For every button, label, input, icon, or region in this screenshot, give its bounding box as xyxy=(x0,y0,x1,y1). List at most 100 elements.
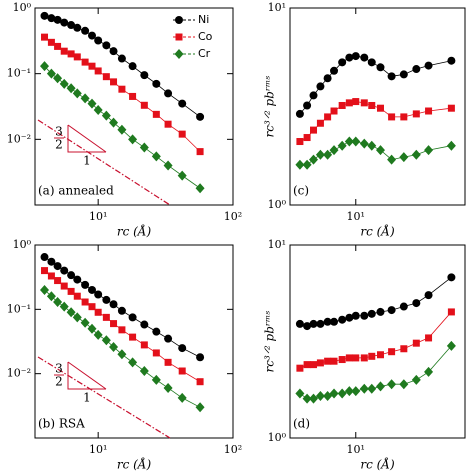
data-point xyxy=(93,329,103,340)
data-point xyxy=(303,134,311,142)
y-axis-label: rc³ᐟ² pbʳᵐˢ xyxy=(263,311,277,373)
data-point xyxy=(399,70,408,79)
data-point xyxy=(309,319,318,328)
data-point xyxy=(295,159,305,170)
data-point xyxy=(152,110,160,118)
data-point xyxy=(352,98,360,106)
slope-denominator: 2 xyxy=(55,375,63,389)
data-point xyxy=(303,101,312,110)
x-axis-label: rc (Å) xyxy=(117,224,152,239)
data-point xyxy=(338,356,346,364)
data-point xyxy=(446,340,456,351)
data-point xyxy=(399,302,408,311)
data-point xyxy=(302,159,312,170)
data-point xyxy=(110,78,118,86)
panel-label: (d) xyxy=(293,417,310,431)
data-point xyxy=(60,47,68,55)
data-point xyxy=(117,54,126,63)
data-point xyxy=(54,277,62,285)
data-point xyxy=(368,101,376,109)
data-point xyxy=(411,374,421,385)
data-point xyxy=(316,119,324,127)
plot-frame xyxy=(289,7,466,206)
slope-run: 1 xyxy=(83,391,91,405)
x-axis-label: rc (Å) xyxy=(117,457,152,472)
y-tick-label: 10⁻¹ xyxy=(7,302,31,315)
y-tick-label: 10⁰ xyxy=(13,238,32,251)
data-point xyxy=(337,388,347,399)
data-point xyxy=(94,36,103,45)
data-point xyxy=(178,99,187,108)
x-tick-label: 10¹ xyxy=(347,443,365,456)
data-point xyxy=(296,138,304,146)
data-point xyxy=(196,148,204,156)
data-point xyxy=(424,291,433,300)
data-point xyxy=(81,298,89,306)
data-point xyxy=(47,272,55,280)
data-point xyxy=(128,134,138,145)
data-point xyxy=(87,323,97,334)
data-point xyxy=(41,33,49,41)
x-tick-label: 10² xyxy=(224,443,242,456)
y-tick-label: 10⁻¹ xyxy=(7,67,31,80)
data-point xyxy=(295,388,305,399)
data-point xyxy=(67,271,76,280)
data-point xyxy=(73,23,82,32)
y-tick-label: 10⁰ xyxy=(268,431,287,444)
data-point xyxy=(102,313,110,321)
data-point xyxy=(72,88,82,99)
legend-label: Co xyxy=(198,30,213,43)
legend-label: Cr xyxy=(198,47,211,60)
data-point xyxy=(387,154,397,165)
data-point xyxy=(60,282,68,290)
data-point xyxy=(375,145,385,156)
data-point xyxy=(101,335,111,346)
data-point xyxy=(66,83,76,94)
data-point xyxy=(351,136,361,147)
y-tick-label: 10⁰ xyxy=(13,1,32,14)
data-point xyxy=(337,140,347,151)
data-point xyxy=(177,170,187,181)
data-point xyxy=(101,110,111,121)
data-point xyxy=(303,361,311,369)
data-point xyxy=(67,50,75,58)
y-tick-label: 10⁻² xyxy=(7,367,31,380)
data-point xyxy=(351,52,360,61)
x-tick-label: 10¹ xyxy=(347,210,365,223)
data-point xyxy=(399,379,409,390)
data-point xyxy=(109,47,118,56)
legend-label: Ni xyxy=(198,13,209,26)
data-point xyxy=(151,151,161,162)
data-point xyxy=(447,308,455,316)
data-point xyxy=(359,138,369,149)
data-point xyxy=(47,14,56,23)
data-point xyxy=(303,322,312,331)
data-point xyxy=(47,257,56,266)
x-tick-label: 10¹ xyxy=(89,210,107,223)
data-point xyxy=(345,99,353,107)
data-point xyxy=(40,11,49,20)
data-point xyxy=(151,374,161,385)
data-point xyxy=(109,341,119,352)
y-tick-label: 10⁻² xyxy=(7,132,31,145)
data-point xyxy=(164,334,173,343)
data-point xyxy=(88,62,96,70)
data-point xyxy=(139,366,149,377)
data-point xyxy=(40,284,50,295)
data-point xyxy=(400,345,408,353)
data-point xyxy=(412,339,420,347)
data-point xyxy=(93,104,103,115)
data-point xyxy=(425,107,433,115)
data-point xyxy=(177,392,187,403)
panel: 10¹ 10² 10⁻² 10⁻¹ 10⁰ rc (Å) 32 1 Ni Co Cr (a) anne… xyxy=(7,1,242,239)
data-point xyxy=(67,21,76,30)
data-point xyxy=(117,349,127,360)
data-point xyxy=(164,120,172,128)
data-point xyxy=(178,367,186,375)
reference-line xyxy=(37,356,171,439)
data-point xyxy=(46,291,56,302)
data-point xyxy=(323,74,332,83)
data-point xyxy=(367,383,377,394)
data-point xyxy=(446,140,456,151)
